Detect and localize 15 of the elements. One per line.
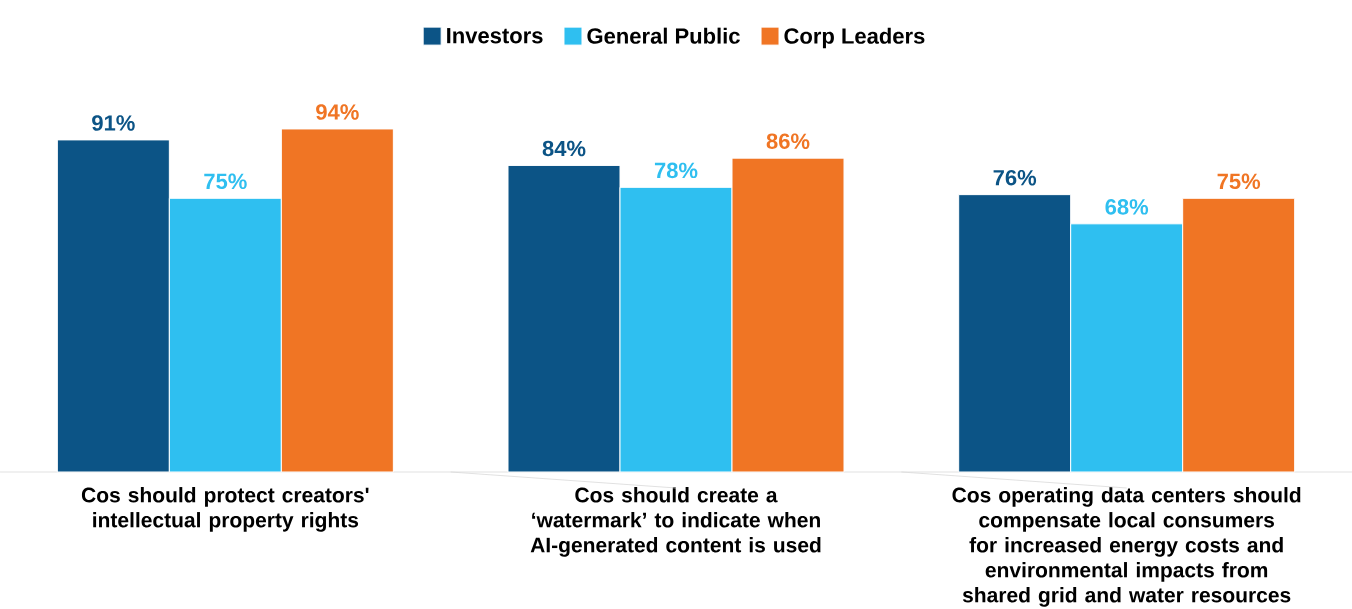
data-label: 86% <box>766 133 810 149</box>
data-label: 76% <box>993 169 1037 186</box>
data-label: 84% <box>542 140 586 157</box>
legend-label: Investors <box>447 28 543 44</box>
data-label: 68% <box>1105 199 1149 215</box>
legend-label: General Public <box>587 27 740 44</box>
data-label: 75% <box>1217 173 1261 190</box>
data-label: 94% <box>316 104 359 120</box>
data-label: 78% <box>654 162 698 179</box>
data-label: 75% <box>204 173 247 190</box>
x-tick-label: Cos operating data centers should compensate local consumers for increased energy costs and environmental impacts from shared grid and water resources <box>952 487 1301 607</box>
legend-label: Corp Leaders <box>784 27 925 49</box>
x-tick-label: Cos should protect creators' intellectual property rights <box>81 487 369 532</box>
x-tick-label: Cos should create a ‘watermark’ to indicate when AI-generated content is used <box>530 487 821 557</box>
data-label: 91% <box>92 115 135 131</box>
